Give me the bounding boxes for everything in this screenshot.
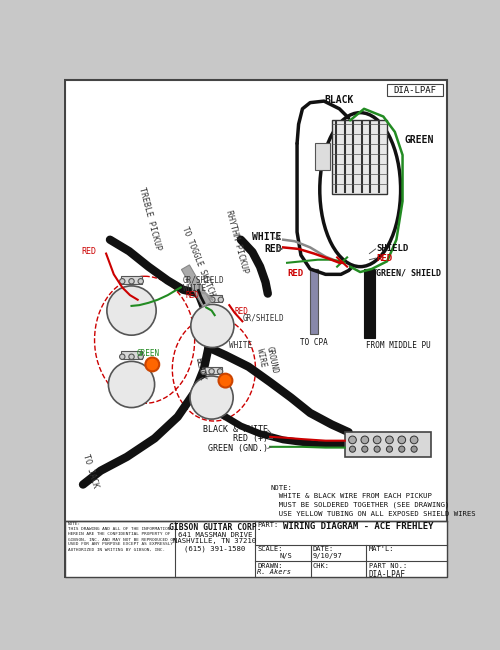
Text: WHITE: WHITE [252,233,282,242]
Circle shape [120,279,125,284]
Text: DIA-LPAF: DIA-LPAF [394,86,436,95]
Circle shape [374,446,380,452]
Circle shape [218,369,223,374]
Bar [202,295,222,302]
Text: WHITE: WHITE [230,341,252,350]
Text: 641 MASSMAN DRIVE: 641 MASSMAN DRIVE [178,532,252,538]
Text: DATE:: DATE: [313,547,334,552]
Text: NOTE:
  WHITE & BLACK WIRE FROM EACH PICKUP
  MUST BE SOLDERED TOGETHER (SEE DRA: NOTE: WHITE & BLACK WIRE FROM EACH PICKU… [270,484,476,517]
Circle shape [350,446,356,452]
Bar [364,269,375,338]
Circle shape [398,446,405,452]
Circle shape [201,297,206,302]
Text: BLACK & WHITE: BLACK & WHITE [203,425,268,434]
Text: GREEN: GREEN [405,135,434,144]
Circle shape [374,436,381,444]
Text: DRAWN:: DRAWN: [257,563,282,569]
Circle shape [129,354,134,359]
Text: BLACK: BLACK [324,94,354,105]
Text: FROM MIDDLE PU: FROM MIDDLE PU [366,341,431,350]
Text: NOTE:
THIS DRAWING AND ALL OF THE INFORMATION
HEREIN ARE THE CONFIDENTIAL PROPER: NOTE: THIS DRAWING AND ALL OF THE INFORM… [68,523,175,552]
Circle shape [120,354,125,359]
Text: PART NO.:: PART NO.: [368,563,407,569]
Text: RED: RED [376,254,392,263]
Text: SHIELD: SHIELD [376,244,408,254]
Text: TO CPA: TO CPA [300,338,328,347]
Text: MAT'L:: MAT'L: [368,547,394,552]
Text: PART:: PART: [257,523,278,528]
Circle shape [210,297,215,302]
Circle shape [348,436,356,444]
Text: RED: RED [186,291,200,300]
Text: GREEN (GND.): GREEN (GND.) [208,444,268,453]
Bar [120,352,142,359]
Circle shape [218,374,232,387]
Circle shape [362,446,368,452]
Circle shape [138,279,143,284]
Circle shape [190,376,233,419]
Text: N/S: N/S [280,552,292,558]
Text: TREBLE PICKUP: TREBLE PICKUP [137,187,162,252]
Bar [202,367,222,374]
Text: WIRING DIAGRAM - ACE FREHLEY: WIRING DIAGRAM - ACE FREHLEY [284,523,434,531]
Text: SCALE:: SCALE: [257,547,282,552]
Circle shape [129,279,134,284]
Circle shape [138,354,143,359]
Text: GREEN/ SHIELD: GREEN/ SHIELD [376,269,442,278]
Circle shape [386,446,392,452]
Circle shape [209,369,214,374]
Circle shape [146,358,159,371]
Bar [315,144,330,170]
Text: RED: RED [82,247,97,255]
Text: DIA-LPAF: DIA-LPAF [368,571,406,579]
Bar [120,276,142,283]
Circle shape [218,297,224,302]
Text: BLACK: BLACK [193,357,206,382]
Text: TO JACK: TO JACK [80,452,100,489]
Text: WHITE: WHITE [183,283,206,292]
Circle shape [386,436,394,444]
Circle shape [200,369,206,374]
Text: TO TOGGLE SWITCH: TO TOGGLE SWITCH [180,226,216,297]
Text: RED: RED [234,307,248,316]
Circle shape [107,286,156,335]
Text: CHK:: CHK: [313,563,330,569]
Bar [332,120,387,194]
Bar [66,521,447,577]
Text: NASHVILLE, TN 37210: NASHVILLE, TN 37210 [174,538,256,545]
Text: RED: RED [264,244,281,254]
Circle shape [361,436,368,444]
Circle shape [398,436,406,444]
Circle shape [191,304,234,348]
Text: RHYTHM PICKUP: RHYTHM PICKUP [224,209,250,274]
Circle shape [410,436,418,444]
Text: GR/SHIELD: GR/SHIELD [183,275,224,284]
Bar [387,84,442,96]
Text: GREEN: GREEN [137,349,160,358]
Bar [345,432,431,457]
Text: GR/SHIELD: GR/SHIELD [242,314,284,323]
Circle shape [108,361,154,408]
Text: (615) 391-1580: (615) 391-1580 [184,545,246,552]
Text: GROUND
WIRE: GROUND WIRE [254,346,280,377]
Text: R. Akers: R. Akers [257,569,291,575]
Circle shape [411,446,417,452]
Polygon shape [182,265,211,307]
Text: GIBSON GUITAR CORP.: GIBSON GUITAR CORP. [168,523,262,532]
Text: 9/10/97: 9/10/97 [313,552,342,558]
Bar [310,269,318,334]
Text: RED (+): RED (+) [233,434,268,443]
Text: RED: RED [288,269,304,278]
Ellipse shape [320,112,400,266]
